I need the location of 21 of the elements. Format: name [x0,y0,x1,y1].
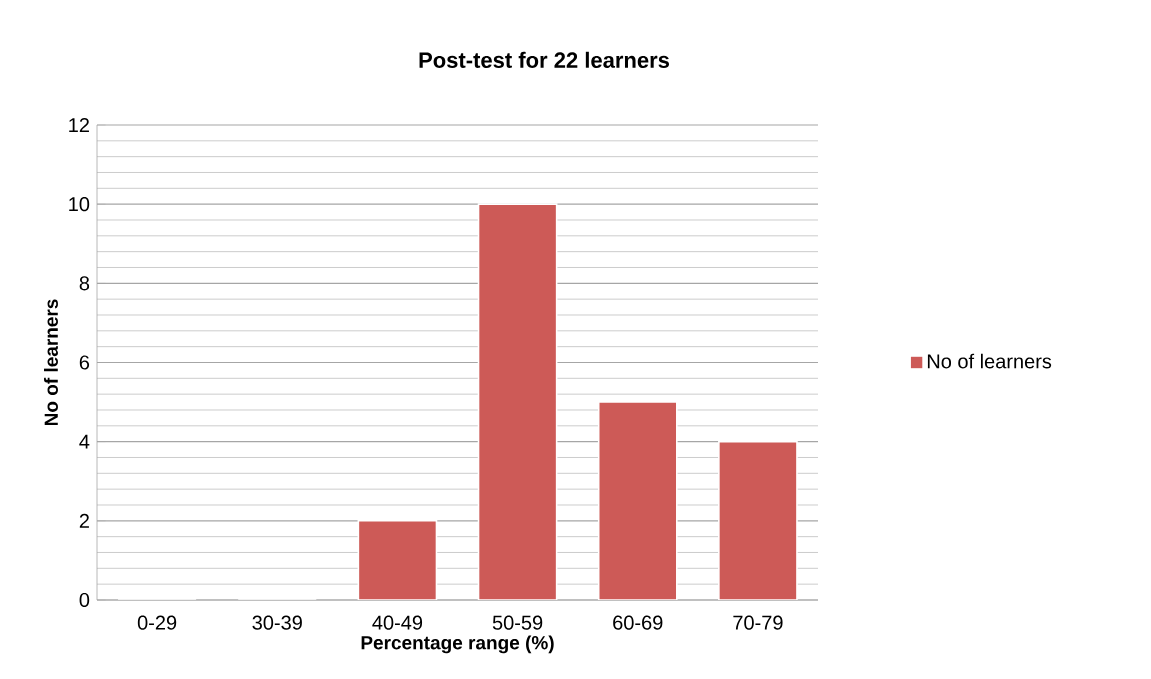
x-tick-label: 30-39 [252,615,302,630]
legend-label: No of learners [927,353,1052,369]
y-tick-label: 4 [79,434,90,449]
y-tick-label: 12 [69,118,89,132]
x-tick-label: 60-69 [613,615,663,630]
y-tick-label: 2 [79,513,89,528]
bar [598,402,677,600]
x-tick-label: 70-79 [733,615,783,630]
x-tick-label: 40-49 [372,615,423,630]
y-axis-title: No of learners [44,299,58,426]
y-tick-label: 6 [79,355,90,370]
y-tick-label: 8 [79,276,90,291]
x-tick-label: 0-29 [137,615,177,630]
x-tick-label: 50-59 [492,615,543,630]
y-tick-label: 10 [69,197,90,212]
bar [358,520,437,600]
chart-title: Post-test for 22 learners [419,51,670,68]
bar [718,440,798,600]
y-tick-label: 0 [79,592,90,608]
bar [478,204,557,600]
x-axis-title: Percentage range (%) [361,635,554,654]
